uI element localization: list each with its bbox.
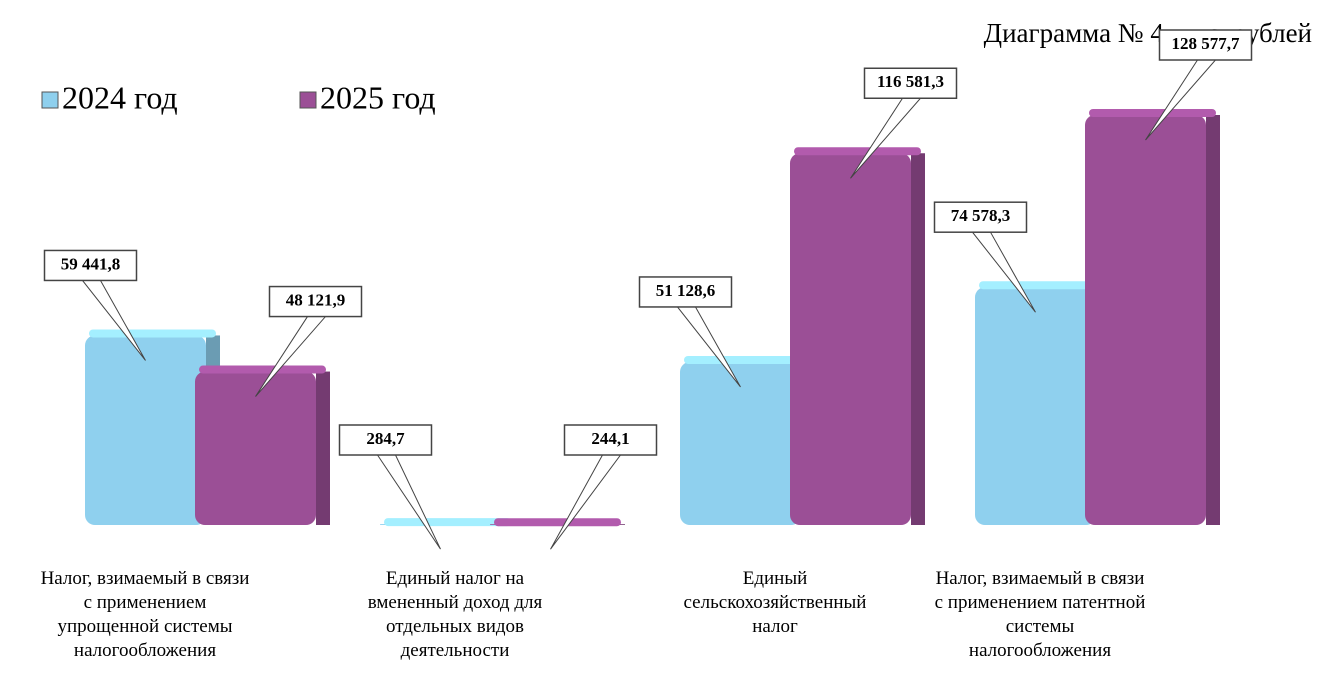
- callout-box: [933, 201, 1028, 233]
- callout-box: [43, 249, 138, 282]
- data-label: 59 441,8: [61, 254, 121, 273]
- bar-top: [794, 147, 921, 156]
- chart-title: Диаграмма № 4, тыс. рублей: [984, 18, 1312, 48]
- legend-label: 2024 год: [62, 79, 178, 115]
- x-tick-label-line: системы: [1006, 616, 1075, 637]
- x-tick-label-line: с применением патентной: [935, 592, 1146, 613]
- callout-box: [638, 276, 733, 308]
- bar-side: [316, 371, 330, 525]
- x-tick-label-line: Налог, взимаемый в связи: [936, 568, 1145, 589]
- bar: [975, 287, 1096, 525]
- x-tick-label-line: сельскохозяйственный: [684, 592, 867, 613]
- callout-box: [863, 67, 958, 100]
- data-label: 128 577,7: [1172, 34, 1241, 53]
- bar: [680, 361, 801, 525]
- bar-top: [1089, 109, 1216, 117]
- callout-box: [268, 285, 363, 318]
- x-tick-label-line: с применением: [84, 592, 207, 613]
- bar: [195, 371, 316, 525]
- legend-label: 2025 год: [320, 79, 436, 115]
- bar: [1085, 115, 1206, 525]
- legend-swatch: [299, 91, 317, 109]
- x-tick-label-line: отдельных видов: [386, 616, 524, 637]
- data-label: 244,1: [591, 429, 629, 448]
- bar-top: [979, 281, 1106, 290]
- x-tick-label-line: Единый: [743, 568, 808, 589]
- data-label: 48 121,9: [286, 290, 346, 309]
- x-tick-label-line: вмененный доход для: [368, 592, 543, 613]
- bar: [790, 153, 911, 525]
- data-label: 116 581,3: [877, 72, 944, 91]
- x-tick-label-line: деятельности: [401, 640, 510, 661]
- x-tick-label-line: Единый налог на: [386, 568, 525, 589]
- data-label: 74 578,3: [951, 206, 1011, 225]
- x-tick-label-line: Налог, взимаемый в связи: [41, 568, 250, 589]
- legend-swatch: [41, 91, 59, 109]
- x-tick-label: Налог, взимаемый в связи с применением упр…: [41, 568, 250, 661]
- callout-box: [563, 424, 658, 456]
- data-label: 51 128,6: [656, 281, 716, 300]
- callout-box: [1158, 29, 1253, 61]
- data-label: 284,7: [366, 429, 405, 448]
- bar-top: [384, 518, 511, 527]
- x-tick-label-line: упрощенной системы: [57, 616, 232, 637]
- callout-pointer: [550, 454, 622, 550]
- x-tick-label-line: налогообложения: [74, 640, 216, 661]
- bar: [85, 335, 206, 525]
- x-tick-label-line: налог: [752, 616, 798, 637]
- x-tick-label: Единый налог на вмененный доход для отдель…: [368, 568, 543, 661]
- bar-side: [1206, 115, 1220, 525]
- callout-pointer: [376, 454, 441, 550]
- x-tick-label: Налог, взимаемый в связи с применением па…: [935, 568, 1146, 661]
- bar-side: [911, 153, 925, 525]
- x-tick-label-line: налогообложения: [969, 640, 1111, 661]
- bar-top: [494, 518, 621, 527]
- x-tick-label: Единый сельскохозяйственный налог: [684, 568, 867, 637]
- bar-top: [89, 329, 216, 338]
- callout-box: [338, 424, 433, 456]
- bar-top: [684, 355, 811, 364]
- bar-top: [199, 365, 326, 374]
